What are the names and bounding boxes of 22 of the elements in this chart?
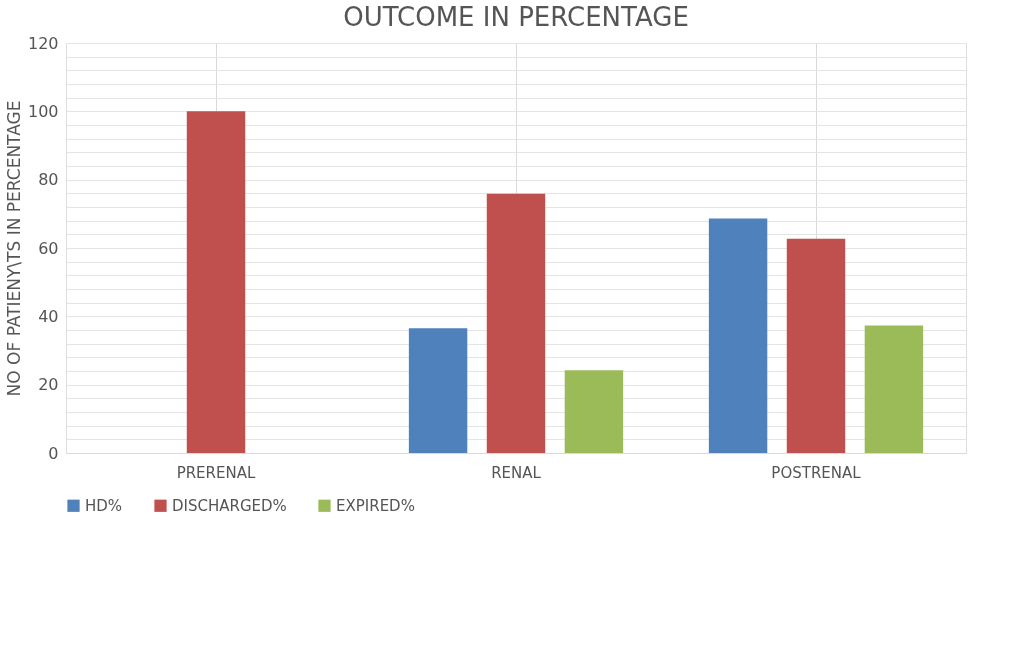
y-tick-label: 100 xyxy=(27,101,59,121)
bar xyxy=(564,370,624,453)
legend-label: EXPIRED% xyxy=(336,496,415,515)
chart-title: OUTCOME IN PERCENTAGE xyxy=(343,2,689,32)
x-tick-label: PRERENAL xyxy=(176,463,256,482)
legend-label: DISCHARGED% xyxy=(172,496,287,515)
y-axis-title: NO OF PATIENY\TS IN PERCENTAGE xyxy=(3,100,24,397)
bar xyxy=(186,111,246,453)
legend-label: HD% xyxy=(85,496,123,515)
y-tick-label: 80 xyxy=(38,170,59,190)
bar xyxy=(864,325,924,453)
bar xyxy=(786,238,846,453)
bar xyxy=(486,193,546,453)
x-tick-label: POSTRENAL xyxy=(771,463,862,482)
x-tick-label: RENAL xyxy=(491,463,542,482)
bar xyxy=(708,218,768,453)
y-tick-label: 60 xyxy=(38,238,59,258)
bar xyxy=(408,328,468,453)
y-tick-label: 120 xyxy=(27,33,59,53)
y-tick-label: 20 xyxy=(38,375,59,395)
y-tick-label: 40 xyxy=(38,306,59,326)
y-tick-label: 0 xyxy=(48,443,59,463)
